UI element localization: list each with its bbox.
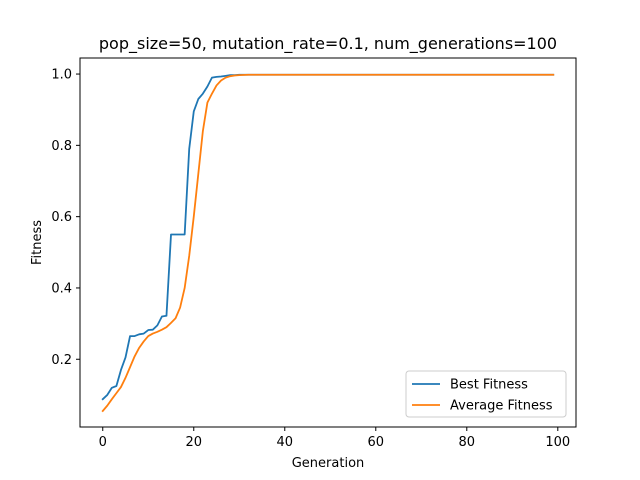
y-axis-label: Fitness [30,220,45,265]
x-tick-label: 80 [459,435,476,450]
x-tick-label: 20 [185,435,202,450]
y-tick-label: 1.0 [51,68,72,83]
y-tick-label: 0.2 [51,353,72,368]
x-tick-label: 60 [368,435,385,450]
legend-label-1: Average Fitness [450,399,553,414]
legend-box [405,370,567,418]
legend-label-0: Best Fitness [450,378,528,393]
y-tick-label: 0.8 [51,139,72,154]
legend: Best Fitness Average Fitness [405,370,567,418]
x-axis: 0 20 40 60 80 100 [99,427,570,450]
y-tick-label: 0.4 [51,281,72,296]
series-line-1 [101,73,555,413]
y-axis: 0.2 0.4 0.6 0.8 1.0 [51,68,80,368]
x-tick-label: 0 [99,435,107,450]
x-tick-label: 40 [276,435,293,450]
plot-area [101,73,555,413]
x-axis-label: Generation [292,456,365,471]
chart-title: pop_size=50, mutation_rate=0.1, num_gene… [99,34,557,54]
y-tick-label: 0.6 [51,210,72,225]
axes-frame [79,57,577,428]
x-tick-label: 100 [545,435,570,450]
